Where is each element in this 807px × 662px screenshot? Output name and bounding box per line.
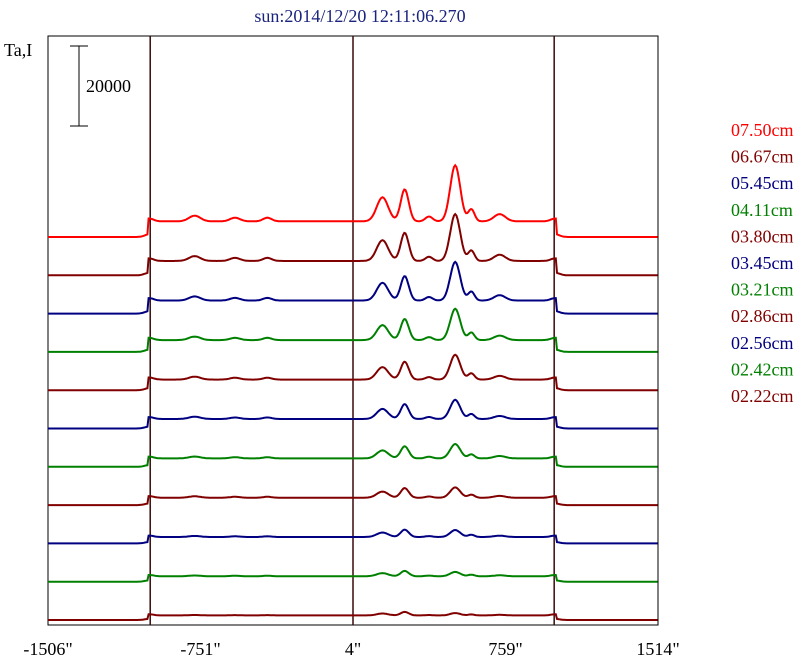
series-line-05.45cm xyxy=(48,260,658,315)
series-line-06.67cm xyxy=(48,212,658,277)
x-tick-label: -1506" xyxy=(23,639,72,659)
legend-entry: 06.67cm xyxy=(731,147,794,167)
legend-entry: 02.86cm xyxy=(731,306,794,326)
series-line-02.42cm xyxy=(48,569,658,583)
series-line-02.86cm xyxy=(48,486,658,507)
series-line-03.45cm xyxy=(48,398,658,430)
series-line-03.80cm xyxy=(48,353,658,392)
intensity-scale-bar: 20000 xyxy=(70,45,131,127)
legend-entry: 04.11cm xyxy=(731,200,793,220)
series-line-02.56cm xyxy=(48,528,658,545)
x-tick-label: 759" xyxy=(488,639,522,659)
series-line-03.21cm xyxy=(48,442,658,468)
scale-bar-label: 20000 xyxy=(86,76,131,96)
series-line-04.11cm xyxy=(48,307,658,353)
legend: 07.50cm 06.67cm 05.45cm 04.11cm 03.80cm 03.45… xyxy=(731,120,794,406)
legend-entry: 07.50cm xyxy=(731,120,794,140)
chart-title: sun:2014/12/20 12:11:06.270 xyxy=(254,6,465,26)
x-tick-label: 1514" xyxy=(636,639,679,659)
legend-entry: 02.42cm xyxy=(731,359,794,379)
legend-entry: 02.56cm xyxy=(731,333,794,353)
legend-entry: 03.45cm xyxy=(731,253,794,273)
y-axis-label: Ta,I xyxy=(4,40,32,60)
legend-entry: 02.22cm xyxy=(731,386,794,406)
x-tick-label: -751" xyxy=(180,639,220,659)
legend-entry: 05.45cm xyxy=(731,173,794,193)
legend-entry: 03.80cm xyxy=(731,226,794,246)
series-line-07.50cm xyxy=(48,163,658,238)
x-tick-label: 4" xyxy=(345,639,361,659)
legend-entry: 03.21cm xyxy=(731,280,794,300)
series-line-02.22cm xyxy=(48,610,658,621)
